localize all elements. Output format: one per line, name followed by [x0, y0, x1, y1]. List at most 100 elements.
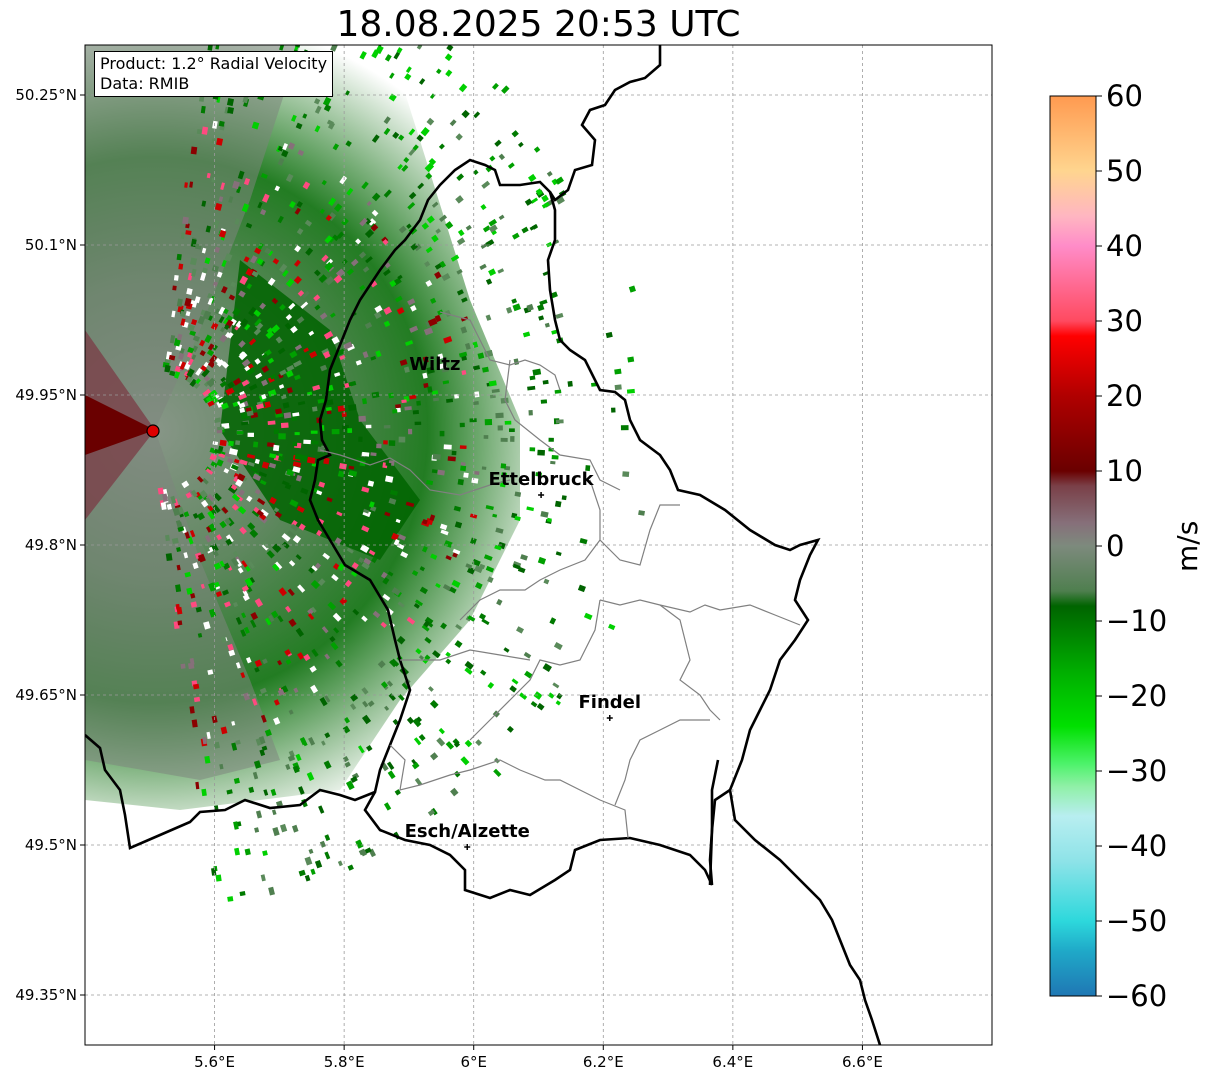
velocity-gate	[199, 350, 206, 357]
velocity-gate	[273, 699, 280, 706]
velocity-gate	[221, 402, 229, 410]
velocity-gate	[279, 45, 285, 51]
velocity-gate	[398, 534, 407, 541]
velocity-gate	[539, 299, 548, 306]
velocity-gate	[246, 283, 253, 290]
velocity-gate	[294, 259, 301, 267]
velocity-gate	[170, 495, 177, 504]
velocity-gate	[245, 657, 252, 664]
velocity-gate	[345, 90, 350, 96]
velocity-gate	[273, 717, 281, 725]
city-marker	[464, 844, 471, 850]
velocity-gate	[218, 120, 225, 127]
velocity-gate	[346, 268, 354, 276]
velocity-gate	[318, 274, 328, 283]
velocity-gate	[206, 546, 214, 554]
velocity-gate	[485, 565, 495, 573]
velocity-gate	[415, 648, 422, 655]
velocity-gate	[273, 428, 280, 435]
velocity-gate	[424, 654, 431, 661]
velocity-gate	[223, 308, 229, 315]
velocity-gate	[540, 511, 549, 518]
velocity-gate	[396, 47, 403, 54]
velocity-gate	[428, 686, 434, 692]
velocity-gate	[497, 268, 505, 274]
velocity-gate	[509, 685, 517, 693]
velocity-gate	[239, 891, 246, 897]
velocity-gate	[208, 582, 217, 592]
velocity-gate	[317, 578, 326, 586]
velocity-gate	[174, 371, 181, 379]
velocity-gate	[285, 659, 292, 665]
velocity-gate	[324, 261, 334, 272]
velocity-gate	[261, 193, 270, 203]
velocity-gate	[240, 672, 246, 679]
velocity-gate	[485, 314, 492, 321]
velocity-gate	[431, 201, 439, 208]
velocity-gate	[425, 246, 433, 254]
velocity-gate	[228, 448, 238, 456]
velocity-gate	[474, 470, 480, 475]
velocity-gate	[321, 254, 329, 263]
velocity-gate	[282, 269, 289, 277]
velocity-gate	[371, 49, 380, 59]
velocity-gate	[526, 303, 534, 312]
velocity-gate	[485, 505, 494, 511]
velocity-gate	[471, 477, 479, 484]
velocity-gate	[205, 225, 212, 233]
velocity-gate	[440, 529, 449, 536]
velocity-gate	[383, 320, 391, 328]
velocity-gate	[491, 388, 500, 393]
velocity-gate	[186, 368, 195, 378]
velocity-gate	[451, 579, 461, 588]
velocity-gate	[533, 146, 541, 153]
velocity-gate	[260, 508, 269, 517]
velocity-gate	[505, 306, 513, 314]
velocity-gate	[218, 306, 226, 316]
velocity-gate	[359, 544, 370, 554]
velocity-gate	[206, 526, 212, 533]
velocity-gate	[361, 451, 370, 457]
velocity-gate	[195, 367, 203, 376]
velocity-gate	[345, 140, 352, 147]
velocity-gate	[244, 577, 254, 587]
velocity-gate	[501, 85, 510, 94]
velocity-gate	[494, 544, 502, 551]
velocity-gate	[355, 839, 364, 849]
velocity-gate	[396, 635, 406, 645]
velocity-gate	[227, 381, 235, 389]
y-tick-label: 49.95°N	[15, 386, 77, 404]
velocity-gate	[346, 547, 354, 554]
x-tick-label: 6.4°E	[712, 1053, 753, 1071]
velocity-gate	[259, 749, 266, 757]
velocity-gate	[422, 519, 428, 525]
velocity-gate	[493, 768, 502, 778]
velocity-gate	[273, 444, 280, 452]
velocity-gate	[472, 558, 481, 567]
velocity-gate	[296, 316, 305, 324]
velocity-gate	[343, 717, 351, 724]
velocity-gate	[274, 511, 283, 519]
velocity-gate	[509, 428, 515, 432]
velocity-gate	[546, 517, 552, 523]
velocity-gate	[216, 359, 225, 368]
velocity-gate	[445, 741, 455, 750]
velocity-gate	[274, 185, 281, 192]
velocity-gate	[289, 499, 299, 508]
velocity-gate	[220, 182, 226, 191]
radar-site-marker[interactable]	[146, 424, 160, 438]
velocity-gate	[297, 652, 305, 660]
velocity-gate	[206, 377, 217, 388]
velocity-gate	[241, 421, 249, 426]
velocity-gate	[528, 173, 537, 183]
velocity-gate	[250, 619, 257, 628]
velocity-gate	[226, 789, 233, 795]
velocity-gate	[367, 700, 375, 708]
velocity-gate	[271, 610, 279, 619]
velocity-gate	[336, 511, 343, 517]
velocity-gate	[456, 289, 464, 296]
velocity-gate	[259, 302, 266, 310]
velocity-gate	[492, 82, 499, 90]
velocity-gate	[225, 534, 234, 544]
